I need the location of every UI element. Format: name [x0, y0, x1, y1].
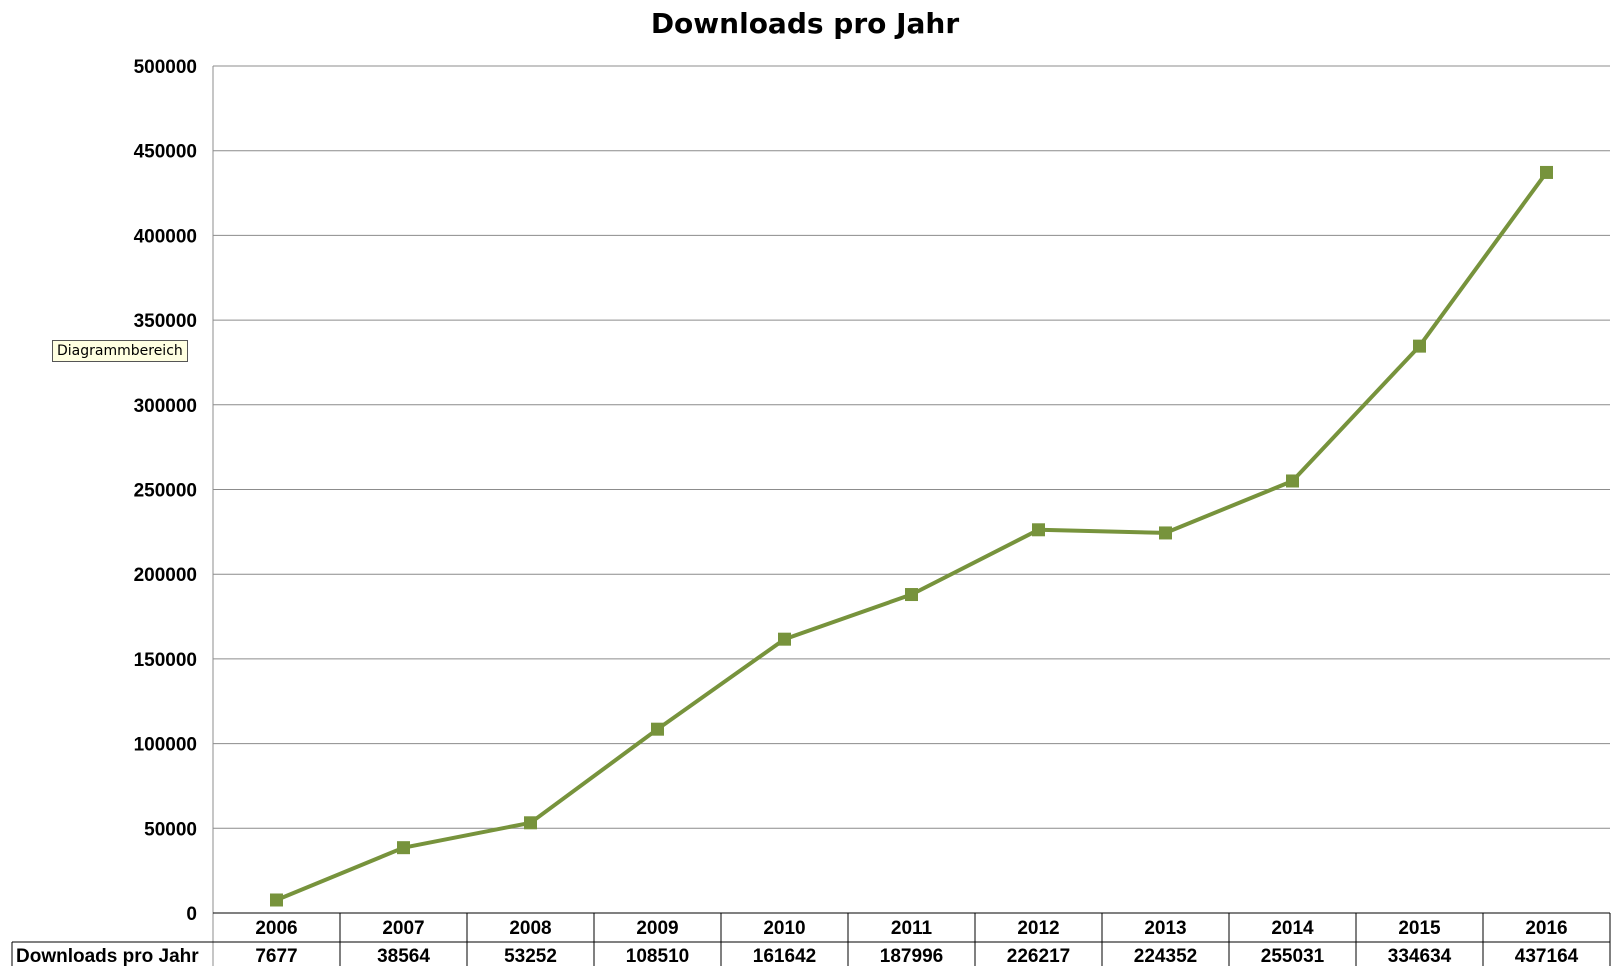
data-point-marker — [778, 632, 791, 646]
table-value-cell: 334634 — [1388, 946, 1452, 966]
y-tick-label: 400000 — [134, 226, 197, 247]
table-value-cell: 38564 — [377, 946, 430, 966]
x-category-label: 2016 — [1525, 918, 1567, 939]
x-category-label: 2014 — [1271, 918, 1314, 939]
data-point-marker — [1032, 523, 1045, 537]
x-category-label: 2006 — [255, 918, 297, 939]
y-tick-label: 450000 — [134, 142, 197, 163]
y-tick-label: 50000 — [144, 819, 197, 840]
table-value-cell: 255031 — [1261, 946, 1325, 966]
y-tick-label: 500000 — [134, 57, 197, 78]
y-tick-label: 300000 — [134, 396, 197, 417]
x-category-label: 2009 — [636, 918, 678, 939]
table-value-cell: 161642 — [753, 946, 816, 966]
x-category-label: 2007 — [382, 918, 424, 939]
data-point-marker — [1286, 474, 1299, 488]
x-category-label: 2008 — [509, 918, 551, 939]
y-tick-label: 100000 — [134, 735, 197, 756]
table-value-cell: 7677 — [255, 946, 297, 966]
data-point-marker — [397, 841, 410, 855]
series-line — [275, 171, 1549, 902]
chart-title: Downloads pro Jahr — [651, 7, 960, 40]
y-axis: 0 50000 100000 150000 200000 250000 300000 3500… — [134, 57, 197, 925]
y-tick-label: 150000 — [134, 650, 197, 671]
data-point-marker — [1413, 339, 1426, 353]
data-point-marker — [651, 722, 664, 736]
series-line-layer — [275, 171, 1549, 902]
table-row-label: Downloads pro Jahr — [16, 946, 199, 966]
y-tick-label: 0 — [186, 904, 197, 925]
grid-lines — [212, 65, 1610, 966]
x-category-label: 2013 — [1144, 918, 1186, 939]
y-tick-label: 350000 — [134, 311, 197, 332]
table-value-cell: 224352 — [1134, 946, 1197, 966]
data-point-marker — [270, 893, 283, 907]
data-point-marker — [1540, 165, 1553, 179]
x-category-label: 2015 — [1398, 918, 1441, 939]
table-value-cell: 226217 — [1007, 946, 1070, 966]
x-category-label: 2011 — [891, 918, 933, 939]
y-tick-label: 250000 — [134, 481, 197, 502]
data-point-marker — [905, 588, 918, 602]
table-value-cell: 187996 — [880, 946, 943, 966]
table-value-cell: 108510 — [626, 946, 689, 966]
x-category-label: 2012 — [1017, 918, 1059, 939]
x-category-label: 2010 — [763, 918, 805, 939]
data-table: Downloads pro Jahr 2006 7677 2007 38564 2008 5… — [11, 912, 1611, 966]
series-markers — [270, 165, 1553, 907]
table-value-cell: 53252 — [504, 946, 557, 966]
y-tick-label: 200000 — [134, 565, 197, 586]
data-point-marker — [1159, 526, 1172, 540]
chart-area-tooltip: Diagrammbereich — [52, 340, 188, 362]
table-value-cell: 437164 — [1515, 946, 1579, 966]
data-point-marker — [524, 816, 537, 830]
